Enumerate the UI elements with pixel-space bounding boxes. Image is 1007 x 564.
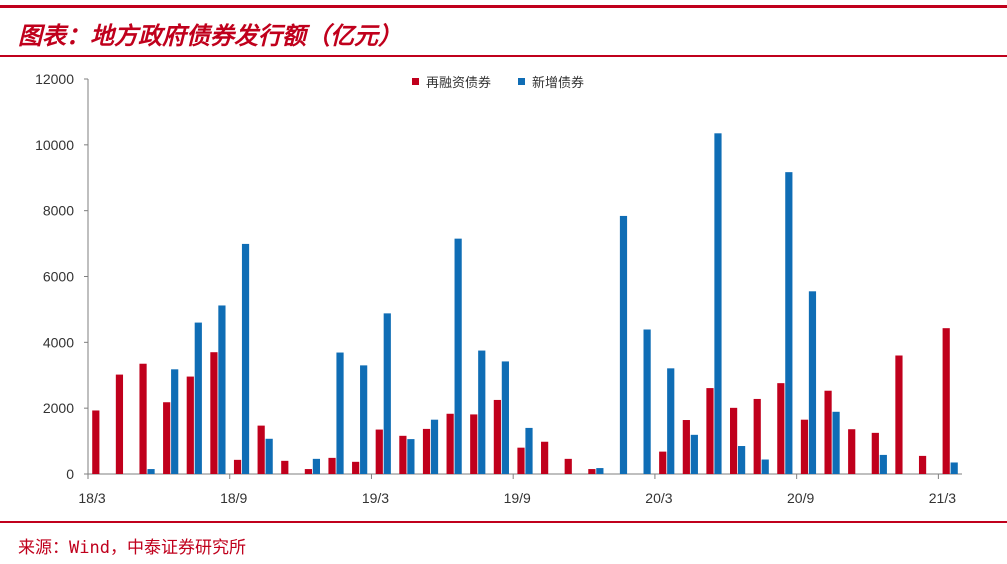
top-rule	[0, 5, 1007, 8]
refinance-bar	[871, 432, 879, 474]
refinance-bar	[115, 374, 124, 474]
new-bond-bar	[501, 361, 509, 474]
new-bond-bar	[336, 352, 344, 474]
refinance-bar	[304, 469, 313, 474]
new-bond-bar	[596, 468, 604, 474]
refinance-bar	[895, 355, 903, 474]
new-bond-bar	[808, 291, 817, 474]
chart-title: 图表：地方政府债券发行额（亿元）	[18, 21, 402, 50]
refinance-bar	[541, 441, 549, 474]
new-bond-bar	[265, 438, 273, 474]
legend-label-new: 新增债券	[532, 75, 584, 91]
x-tick-label: 18/9	[220, 490, 247, 506]
refinance-bar	[682, 420, 690, 474]
new-bond-bar	[714, 133, 722, 474]
header: 图表：地方政府债券发行额（亿元）	[0, 8, 1007, 57]
new-bond-bar	[454, 238, 462, 474]
refinance-bar	[375, 429, 383, 474]
footer-rule	[0, 521, 1007, 523]
legend-swatch-refinance	[412, 78, 419, 85]
refinance-bar	[233, 459, 242, 474]
y-tick-label: 10000	[35, 137, 74, 153]
refinance-bar	[824, 390, 832, 474]
new-bond-bar	[950, 462, 958, 474]
new-bond-bar	[737, 446, 746, 474]
x-tick-label: 20/9	[787, 490, 814, 506]
new-bond-bar	[383, 313, 391, 474]
source-note: 来源：Wind，中泰证券研究所	[18, 538, 246, 558]
refinance-bar	[564, 458, 572, 474]
refinance-bar	[352, 461, 360, 474]
refinance-bar	[942, 328, 950, 474]
new-bond-bar	[147, 469, 155, 474]
new-bond-bar	[832, 411, 840, 474]
refinance-bar	[399, 435, 407, 474]
refinance-bar	[470, 414, 478, 474]
refinance-bar	[139, 363, 147, 474]
refinance-bar	[777, 383, 785, 474]
y-tick-label: 6000	[43, 269, 74, 285]
y-tick-label: 2000	[43, 400, 74, 416]
new-bond-bar	[619, 215, 628, 474]
refinance-bar	[422, 428, 431, 474]
new-bond-bar	[879, 454, 887, 474]
refinance-bar	[257, 425, 265, 474]
y-tick-label: 0	[66, 466, 74, 482]
refinance-bar	[753, 398, 761, 474]
refinance-bar	[800, 419, 809, 474]
x-tick-label: 20/3	[645, 490, 672, 506]
new-bond-bar	[430, 419, 439, 474]
refinance-bar	[729, 407, 738, 474]
refinance-bar	[706, 388, 714, 474]
y-tick-label: 4000	[43, 334, 74, 350]
refinance-bar	[163, 402, 171, 474]
new-bond-bar	[667, 368, 675, 474]
new-bond-bar	[785, 172, 793, 474]
y-tick-label: 12000	[35, 71, 74, 87]
legend-swatch-new	[518, 78, 525, 85]
new-bond-bar	[761, 459, 769, 474]
legend-label-refinance: 再融资债券	[426, 75, 491, 91]
x-tick-label: 21/3	[929, 490, 956, 506]
new-bond-bar	[171, 369, 179, 474]
refinance-bar	[281, 460, 289, 474]
new-bond-bar	[194, 322, 202, 474]
new-bond-bar	[218, 305, 226, 474]
refinance-bar	[659, 451, 667, 474]
new-bond-bar	[312, 458, 321, 474]
refinance-bar	[588, 469, 596, 474]
refinance-bar	[186, 376, 194, 474]
new-bond-bar	[478, 350, 486, 474]
title-rule	[0, 55, 1007, 57]
refinance-bar	[92, 410, 100, 474]
new-bond-bar	[407, 439, 415, 474]
new-bond-bar	[690, 434, 698, 474]
refinance-bar	[210, 352, 218, 474]
refinance-bar	[328, 457, 336, 474]
refinance-bar	[918, 455, 927, 474]
bar-chart: 0 2000 4000 6000 8000 10000 12000 18/3 18/9 19/3 1…	[35, 71, 962, 506]
new-bond-bar	[525, 427, 533, 474]
x-tick-label: 19/9	[504, 490, 531, 506]
x-tick-label: 19/3	[362, 490, 389, 506]
refinance-bar	[517, 447, 525, 474]
x-tick-label: 18/3	[78, 490, 105, 506]
new-bond-bar	[643, 329, 651, 474]
refinance-bar	[446, 413, 454, 474]
new-bond-bar	[241, 243, 250, 474]
refinance-bar	[493, 399, 501, 474]
new-bond-bar	[360, 365, 368, 474]
y-tick-label: 8000	[43, 203, 74, 219]
refinance-bar	[848, 429, 856, 474]
